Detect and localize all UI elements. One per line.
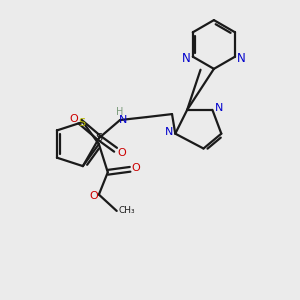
Text: N: N — [237, 52, 246, 65]
Text: N: N — [119, 115, 127, 125]
Text: O: O — [89, 191, 98, 201]
Text: N: N — [182, 52, 190, 65]
Text: N: N — [164, 127, 173, 137]
Text: CH₃: CH₃ — [119, 206, 135, 215]
Text: O: O — [131, 163, 140, 173]
Text: H: H — [116, 107, 124, 117]
Text: S: S — [96, 133, 103, 143]
Text: O: O — [117, 148, 126, 158]
Text: N: N — [215, 103, 223, 113]
Text: S: S — [78, 118, 85, 128]
Text: O: O — [70, 113, 78, 124]
